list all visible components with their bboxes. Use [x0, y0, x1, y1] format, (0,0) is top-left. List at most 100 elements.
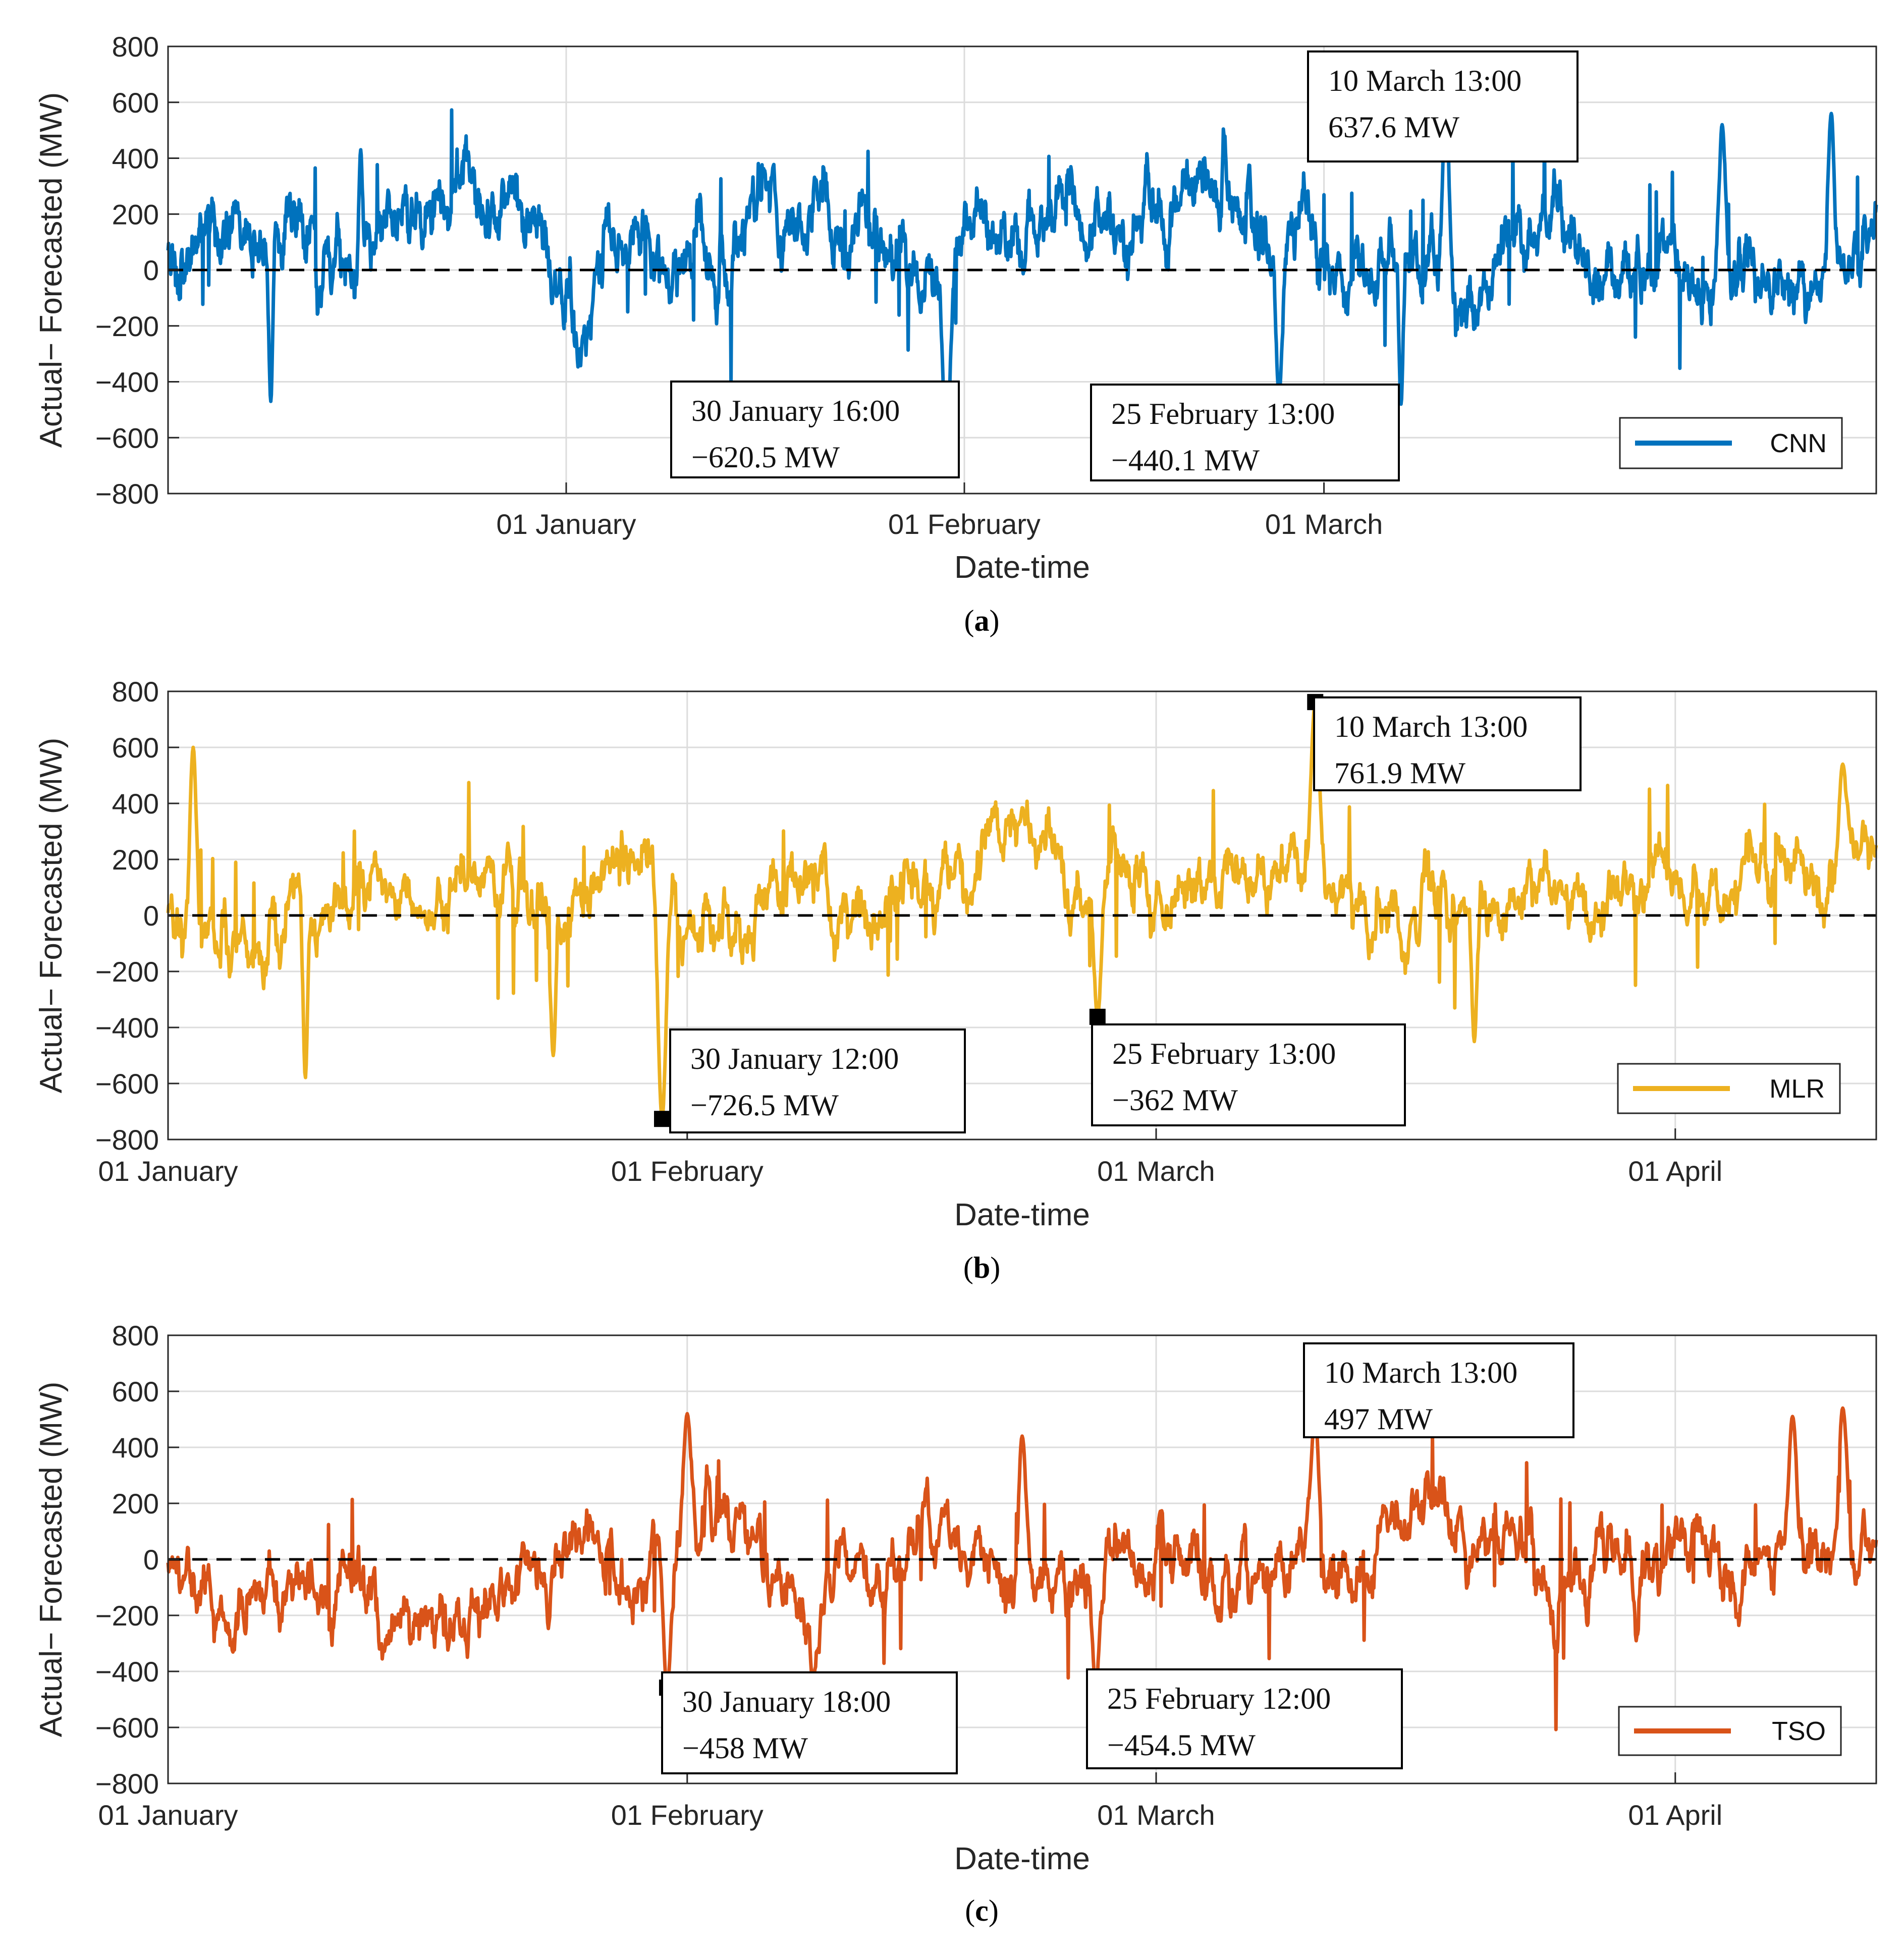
- annotation-text: −620.5 MW: [691, 441, 840, 474]
- y-tick-label: 0: [143, 900, 159, 932]
- caption-paren-close: ): [989, 1894, 999, 1927]
- y-tick-label: 800: [112, 1320, 159, 1351]
- caption-letter: a: [974, 604, 990, 637]
- annotation-box: 30 January 16:00 −620.5 MW: [670, 381, 960, 478]
- y-tick-label: 200: [112, 844, 159, 876]
- panel-caption: (c): [965, 1894, 999, 1927]
- legend-label: MLR: [1769, 1074, 1825, 1104]
- x-axis-title: Date-time: [954, 1198, 1090, 1232]
- y-tick-label: 600: [112, 732, 159, 764]
- caption-letter: b: [973, 1251, 990, 1284]
- y-tick-label: −800: [95, 1768, 159, 1800]
- panel-a: −800 −600 −400 −200 0 200 400 600 800 01 January 0…: [34, 31, 1878, 637]
- y-axis-title: Actual− Forecasted (MW): [34, 738, 69, 1094]
- series-line-mlr: [166, 700, 1878, 1121]
- caption-paren-open: (: [965, 1894, 975, 1927]
- y-tick-label: 400: [112, 143, 159, 175]
- y-tick-label: −600: [95, 422, 159, 454]
- x-tick-label: 01 February: [611, 1155, 764, 1187]
- annotation-text: 497 MW: [1324, 1402, 1433, 1436]
- annotation-frame: [669, 1028, 966, 1133]
- annotation-text: −458 MW: [682, 1731, 808, 1765]
- annotation-text: 10 March 13:00: [1334, 710, 1528, 743]
- y-tick-label: −800: [95, 1124, 159, 1156]
- y-tick-label: 400: [112, 1432, 159, 1463]
- annotation-text: 10 March 13:00: [1324, 1356, 1517, 1389]
- annotation-frame: [1313, 696, 1582, 791]
- y-tick-label: −600: [95, 1068, 159, 1100]
- annotation-text: −362 MW: [1112, 1083, 1238, 1117]
- annotation-box: 10 March 13:00 637.6 MW: [1307, 50, 1579, 162]
- annotation-box: 25 February 12:00 −454.5 MW: [1086, 1668, 1403, 1769]
- y-tick-label: 600: [112, 87, 159, 119]
- y-tick-label: −800: [95, 478, 159, 510]
- y-tick-label: −400: [95, 1656, 159, 1688]
- caption-letter: c: [975, 1894, 989, 1927]
- series-line-tso: [166, 1406, 1878, 1731]
- caption-paren-open: (: [964, 604, 974, 637]
- y-axis-title: Actual− Forecasted (MW): [34, 1382, 69, 1738]
- panel-caption: (a): [964, 604, 1000, 637]
- y-tick-label: −400: [95, 1012, 159, 1044]
- y-tick-label: −200: [95, 310, 159, 342]
- series-line-cnn: [166, 90, 1878, 445]
- x-tick-label: 01 March: [1265, 508, 1383, 540]
- y-tick-label: 800: [112, 31, 159, 63]
- x-tick-label: 01 April: [1628, 1799, 1722, 1831]
- annotation-text: −440.1 MW: [1111, 444, 1260, 477]
- y-tick-label: 400: [112, 788, 159, 820]
- legend: CNN: [1619, 417, 1843, 469]
- annotation-text: 25 February 12:00: [1107, 1682, 1331, 1715]
- annotation-frame: [1086, 1668, 1403, 1769]
- y-tick-label: 0: [143, 1544, 159, 1576]
- annotation-box: 10 March 13:00 497 MW: [1303, 1342, 1574, 1438]
- annotation-frame: [1090, 384, 1400, 481]
- y-tick-label: 600: [112, 1376, 159, 1407]
- annotation-box: 10 March 13:00 761.9 MW: [1313, 696, 1582, 791]
- annotation-text: 30 January 18:00: [682, 1685, 891, 1718]
- x-tick-label: 01 February: [888, 508, 1041, 540]
- annotation-text: 25 February 13:00: [1111, 397, 1335, 430]
- annotation-frame: [1307, 50, 1579, 162]
- x-tick-label: 01 January: [496, 508, 636, 540]
- legend: TSO: [1618, 1706, 1842, 1756]
- y-tick-label: 800: [112, 676, 159, 708]
- y-tick-label: −400: [95, 366, 159, 398]
- annotation-text: −454.5 MW: [1107, 1728, 1256, 1762]
- annotation-text: 637.6 MW: [1328, 111, 1459, 144]
- annotation-box: 30 January 12:00 −726.5 MW: [669, 1028, 966, 1133]
- annotation-frame: [1091, 1023, 1406, 1126]
- x-tick-label: 01 January: [98, 1155, 238, 1187]
- annotation-box: 25 February 13:00 −440.1 MW: [1090, 384, 1400, 481]
- y-tick-label: −200: [95, 1600, 159, 1632]
- x-axis-title: Date-time: [954, 550, 1090, 585]
- panel-c: −800 −600 −400 −200 0 200 400 600 800 01 January 0…: [34, 1320, 1878, 1927]
- y-axis-title: Actual− Forecasted (MW): [34, 92, 69, 448]
- panel-b: −800 −600 −400 −200 0 200 400 600 800 01 January 0…: [34, 676, 1878, 1284]
- marker-point: [654, 1111, 670, 1127]
- annotation-text: 30 January 12:00: [690, 1042, 899, 1075]
- caption-paren-open: (: [963, 1251, 973, 1284]
- marker-point: [1089, 1008, 1106, 1025]
- caption-paren-close: ): [990, 604, 1000, 637]
- legend: MLR: [1617, 1063, 1841, 1114]
- annotation-text: −726.5 MW: [690, 1089, 839, 1122]
- caption-paren-close: ): [990, 1251, 1000, 1284]
- x-tick-label: 01 March: [1097, 1799, 1215, 1831]
- annotation-frame: [1303, 1342, 1574, 1438]
- annotation-frame: [670, 381, 960, 478]
- annotation-box: 25 February 13:00 −362 MW: [1091, 1023, 1406, 1126]
- legend-label: TSO: [1772, 1717, 1826, 1746]
- y-tick-label: 200: [112, 1488, 159, 1520]
- y-tick-label: −600: [95, 1712, 159, 1744]
- annotation-text: 30 January 16:00: [691, 394, 900, 427]
- x-tick-label: 01 February: [611, 1799, 764, 1831]
- x-tick-label: 01 March: [1097, 1155, 1215, 1187]
- panel-caption: (b): [963, 1251, 1000, 1284]
- annotation-text: 25 February 13:00: [1112, 1037, 1336, 1070]
- y-tick-label: 200: [112, 198, 159, 230]
- annotation-box: 30 January 18:00 −458 MW: [661, 1671, 958, 1774]
- annotation-text: 10 March 13:00: [1328, 64, 1521, 97]
- legend-label: CNN: [1770, 429, 1827, 458]
